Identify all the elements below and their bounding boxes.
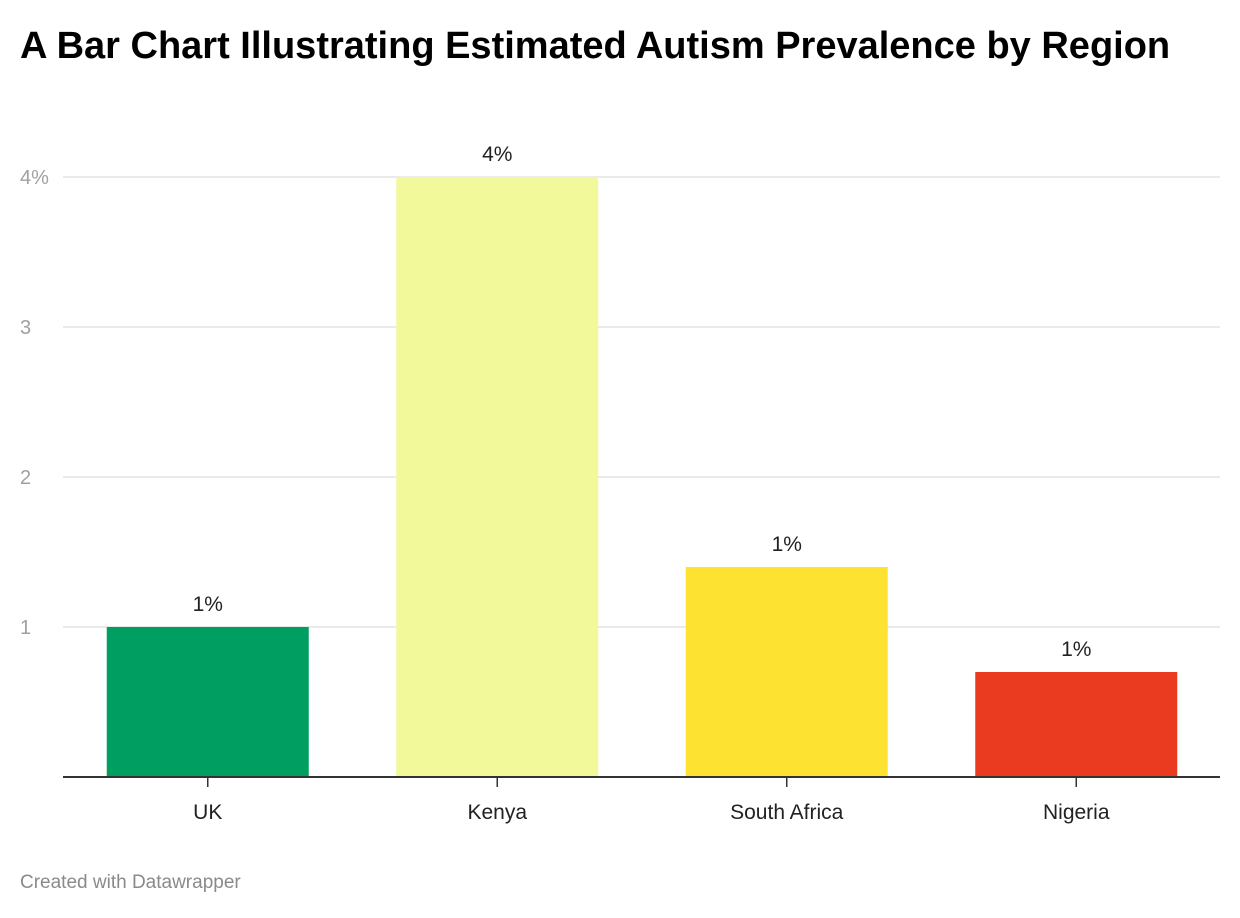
- x-tick-label: South Africa: [730, 801, 844, 824]
- data-label: 1%: [1061, 638, 1091, 661]
- bars: [106, 177, 1178, 777]
- x-tick-label: Nigeria: [1043, 801, 1110, 824]
- y-tick-label: 4%: [20, 167, 49, 189]
- x-axis-ticks: UK Kenya South Africa Nigeria: [193, 777, 1110, 824]
- bar-uk: [106, 627, 309, 777]
- credit-footer: Created with Datawrapper: [20, 872, 241, 893]
- y-axis-ticks: 1 2 3 4%: [20, 167, 49, 639]
- bar-kenya: [396, 177, 599, 777]
- chart-title: A Bar Chart Illustrating Estimated Autis…: [20, 25, 1171, 67]
- x-tick-label: UK: [193, 801, 222, 824]
- bar-nigeria: [975, 672, 1178, 777]
- gridlines: [63, 176, 1220, 628]
- data-label: 4%: [482, 143, 512, 166]
- y-tick-label: 3: [20, 317, 31, 339]
- data-labels: 1% 4% 1% 1%: [193, 143, 1092, 661]
- data-label: 1%: [772, 533, 802, 556]
- y-tick-label: 2: [20, 467, 31, 489]
- y-tick-label: 1: [20, 617, 31, 639]
- bar-south-africa: [685, 567, 888, 777]
- x-tick-label: Kenya: [467, 801, 527, 824]
- data-label: 1%: [193, 593, 223, 616]
